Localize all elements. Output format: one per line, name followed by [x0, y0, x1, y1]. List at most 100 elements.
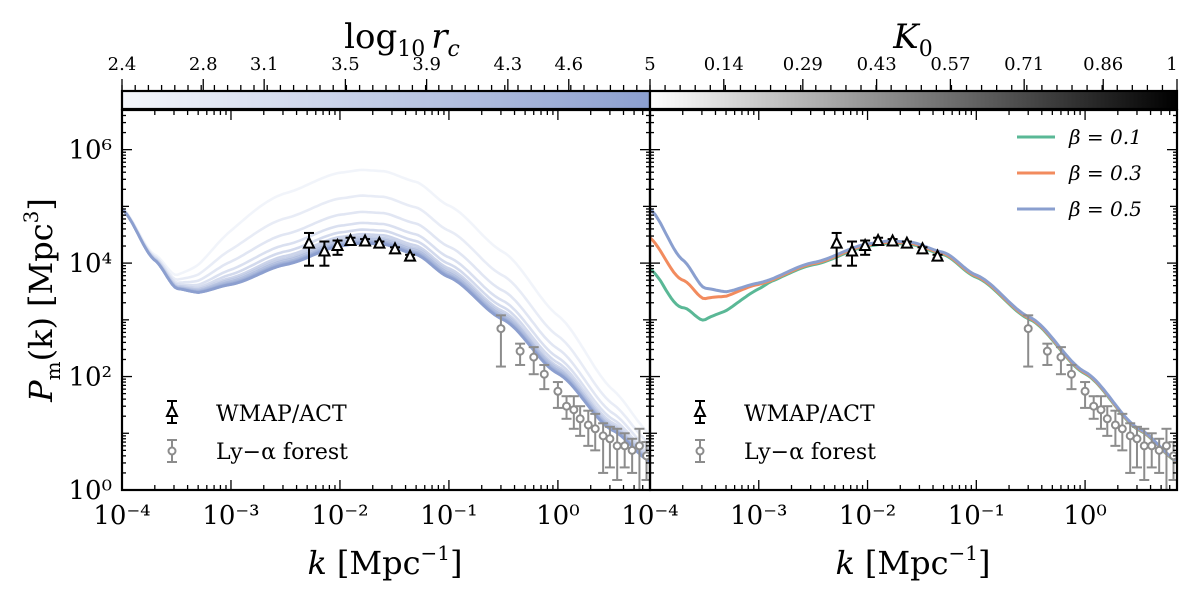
ly-alpha-point [1139, 427, 1150, 482]
curve-rc-3.2 [122, 208, 650, 458]
marker-circle [539, 369, 549, 379]
marker-triangle [830, 235, 844, 249]
colorbar-right-tick-label: 0.71 [1004, 54, 1044, 75]
wmap-act-point [830, 231, 844, 267]
wmap-act-point [845, 240, 859, 267]
marker-circle [1161, 441, 1171, 451]
wmap-act-point [317, 240, 332, 267]
curve-rc-3.6 [122, 208, 650, 461]
marker-triangle [388, 241, 402, 255]
ly-alpha-point [583, 409, 594, 447]
marker-circle [1110, 420, 1120, 430]
ly-alpha-point [568, 395, 579, 430]
wmap-act-point [871, 232, 885, 247]
legend-marker-lya [167, 439, 177, 463]
marker-circle [1102, 414, 1112, 424]
wmap-act-point [388, 241, 402, 255]
ly-alpha-point [1023, 314, 1034, 368]
x-axis-label-right: k [Mpc−1] [835, 541, 990, 582]
marker-circle [627, 445, 637, 455]
ly-alpha-point [1110, 409, 1121, 447]
legend-label-lya-right: Ly−α forest [744, 440, 876, 465]
curve-rc-4.2 [122, 208, 650, 463]
ly-alpha-point [590, 412, 601, 452]
right-panel-curves [650, 207, 1177, 463]
colorbar-right-tick-label: 1 [1166, 54, 1177, 75]
ly-alpha-point [1066, 363, 1077, 391]
marker-triangle [317, 243, 332, 257]
curve-rc-2.6 [122, 194, 650, 446]
x-tick-label: 10⁻⁴ [93, 501, 150, 531]
ly-alpha-point [627, 437, 638, 474]
marker-circle [1154, 445, 1164, 455]
marker-circle [590, 424, 600, 434]
ly-alpha-point [1125, 422, 1136, 474]
legend-label-beta-0.5: β = 0.5 [1068, 197, 1142, 221]
marker-circle [496, 324, 506, 334]
marker-triangle [330, 237, 345, 252]
legend-label-beta-0.3: β = 0.3 [1068, 161, 1142, 185]
marker-circle [1056, 352, 1066, 362]
ly-alpha-point [575, 405, 586, 437]
legend-label-wmap-right: WMAP/ACT [744, 402, 875, 427]
legend-label-beta-0.1: β = 0.1 [1068, 125, 1142, 149]
right-panel-frame [648, 108, 1179, 492]
ly-alpha-point [1055, 346, 1066, 376]
curve-rc-4.4 [122, 208, 650, 463]
marker-circle [583, 420, 593, 430]
wmap-act-point [403, 248, 417, 262]
colorbar-left-tick-label: 3.1 [250, 54, 279, 75]
ly-alpha-point [1095, 395, 1106, 430]
axis-ticks: 10⁻⁴ 10⁻³ 10⁻² 10⁻¹ 10⁰ 10⁻⁴ 10⁻³ 10⁻² 10⁻¹ 10⁰10… [68, 109, 1178, 531]
colorbar-left-label: log10 rc [344, 17, 460, 62]
ly-alpha-point [1154, 437, 1165, 474]
y-tick-label: 10⁴ [68, 249, 112, 279]
marker-circle [612, 441, 622, 451]
marker-circle [1147, 441, 1157, 451]
wmap-act-point [930, 248, 945, 262]
curve-β=0.5 [650, 207, 1177, 463]
ly-alpha-point [1102, 405, 1113, 437]
legend-marker-wmap-right [693, 400, 707, 424]
x-tick-label: 10⁰ [1063, 501, 1107, 531]
colorbar-left-ticks: 2.4 2.8 3.1 3.5 3.9 4.3 4.6 5 [108, 54, 656, 91]
colorbar-right: 0.14 0.29 0.43 0.57 0.71 0.86 1 K0 [648, 17, 1179, 111]
x-tick-label: 10⁻⁴ [621, 501, 678, 531]
curve-rc-3.8 [122, 208, 650, 462]
marker-triangle [372, 235, 386, 249]
wmap-act-point [915, 241, 930, 255]
left-panel-curves [122, 168, 650, 463]
wmap-act-point [900, 235, 914, 249]
colorbar-left-tick-label: 2.8 [189, 54, 218, 75]
marker-circle [1066, 369, 1076, 379]
marker-circle [1132, 434, 1142, 444]
x-tick-label: 10⁻¹ [948, 501, 1005, 531]
x-tick-label: 10⁻² [311, 501, 368, 531]
curve-rc-2.8 [122, 207, 650, 452]
colorbar-right-tick-label: 0.29 [783, 54, 823, 75]
curve-β=0.3 [650, 236, 1177, 463]
marker-triangle [302, 235, 316, 249]
ly-alpha-point [1088, 395, 1099, 420]
y-tick-label: 10² [68, 363, 112, 393]
y-tick-label: 10⁰ [68, 476, 112, 506]
marker-circle [575, 414, 585, 424]
marker-circle [1080, 386, 1090, 396]
y-tick-label: 10⁶ [68, 136, 112, 166]
wmap-act-point [358, 233, 372, 247]
marker-circle [529, 352, 539, 362]
colorbar-left-tick-label: 4.3 [494, 54, 523, 75]
ly-alpha-point [539, 363, 550, 391]
colorbar-left-tick-label: 5 [644, 54, 655, 75]
colorbar-left-tick-label: 3.5 [331, 54, 360, 75]
ly-alpha-point [515, 342, 526, 366]
x-axis-label-left: k [Mpc−1] [307, 541, 462, 582]
marker-triangle [930, 248, 945, 262]
marker-triangle [871, 232, 885, 247]
ly-alpha-point [528, 346, 539, 376]
legend-right-data: WMAP/ACT Ly−α forest [693, 400, 876, 465]
marker-triangle [845, 243, 859, 257]
curve-rc-3.4 [122, 208, 650, 460]
marker-triangle [403, 248, 417, 262]
